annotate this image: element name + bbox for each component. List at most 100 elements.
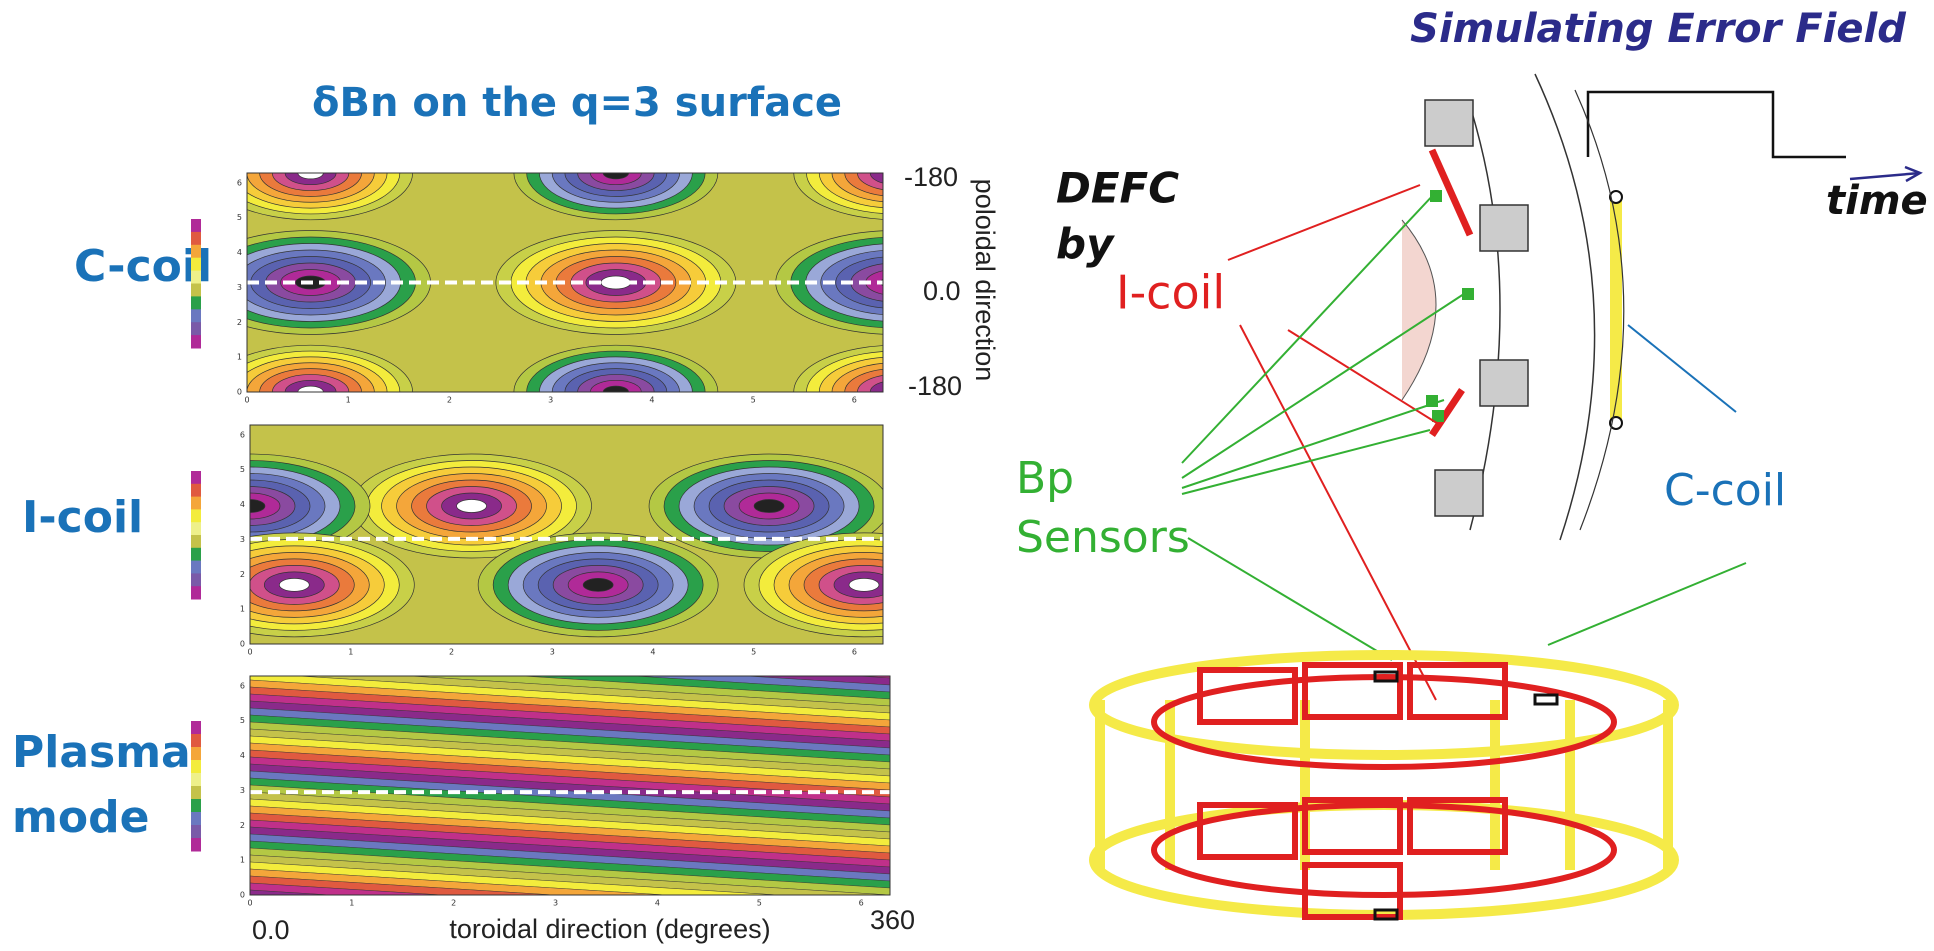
tick-label: 3 (237, 283, 242, 292)
axis-title: poloidal direction (970, 179, 1000, 382)
contour-band (250, 882, 446, 895)
contour-band (250, 791, 890, 840)
tick-label: 3 (240, 786, 245, 795)
tick-label: 6 (852, 396, 857, 405)
tick-label: 4 (237, 248, 242, 257)
contour-band (250, 833, 890, 882)
colorbar-segment (191, 257, 201, 272)
contour-band (250, 875, 558, 895)
tick-label: 4 (649, 396, 654, 405)
colorbar-segment (191, 335, 201, 349)
tick-label: 6 (852, 648, 857, 657)
pointer-line (1181, 429, 1431, 495)
i-coil (1407, 797, 1508, 855)
tick-label: 0 (247, 899, 252, 908)
axis-title: toroidal direction (degrees) (449, 914, 770, 944)
tick-label: 6 (859, 899, 864, 908)
colorbar-segment (191, 773, 201, 787)
tick-label: 5 (240, 465, 245, 474)
tick-label: 4 (650, 648, 655, 657)
pointer-line (1181, 289, 1471, 479)
colorbar-segment (191, 721, 201, 735)
tick-label: 4 (240, 500, 245, 509)
tick-label: 5 (757, 899, 762, 908)
vessel (1469, 105, 1501, 531)
colorbar-segment (191, 573, 201, 587)
colorbar-segment (191, 322, 201, 336)
bp-label: Bp (1016, 453, 1074, 504)
colorbar-segment (191, 231, 201, 246)
contour-plot (250, 425, 883, 644)
contour (297, 173, 324, 180)
contour-band (250, 693, 890, 742)
axis-label: 0.0 (923, 276, 961, 306)
contour (582, 578, 614, 592)
plot-frame (249, 675, 891, 896)
colorbar-segment (191, 734, 201, 748)
colorbar-segment (191, 270, 201, 284)
sensors-label: Sensors (1016, 512, 1190, 563)
tick-label: 3 (553, 899, 558, 908)
contour (848, 578, 880, 592)
port (1424, 99, 1474, 147)
contour-plot (250, 676, 890, 895)
colorbar-segment (191, 786, 201, 800)
contour-band (250, 770, 890, 819)
tick-label: 5 (237, 213, 242, 222)
colorbar-segment (191, 747, 201, 761)
tick-label: 5 (751, 648, 756, 657)
i-coil (1302, 662, 1403, 720)
plot-title: δBn on the q=3 surface (312, 80, 842, 126)
sensor (1432, 410, 1444, 422)
colorbar-segment (191, 825, 201, 839)
contour-band (250, 889, 334, 895)
panel-label: C-coil (74, 241, 212, 292)
arrow-head (1904, 165, 1923, 183)
contour-band (250, 854, 890, 895)
tick-label: 1 (349, 899, 354, 908)
port (1434, 469, 1484, 517)
tick-label: 6 (240, 430, 245, 439)
by-label: by (1056, 220, 1115, 269)
tick-label: 0 (240, 640, 245, 649)
axis-label: 0.0 (252, 915, 290, 945)
plot-frame (249, 424, 884, 645)
contour-band (250, 861, 782, 895)
tick-label: 2 (447, 396, 452, 405)
colorbar-segment (191, 522, 201, 536)
contour-band (250, 805, 890, 854)
tick-label: 2 (240, 821, 245, 830)
contour-band (250, 749, 890, 798)
sensor (1430, 190, 1442, 202)
colorbar-segment (191, 309, 201, 323)
contour-band (250, 777, 890, 826)
contour-band (250, 826, 890, 875)
i-coil (1407, 662, 1508, 720)
contour-band (250, 676, 890, 721)
pointer-line (1547, 562, 1747, 646)
pointer-line (1181, 191, 1437, 464)
time-arrow (1849, 171, 1921, 181)
i-coil (1302, 797, 1403, 855)
contour (753, 499, 785, 513)
tick-label: 3 (548, 396, 553, 405)
colorbar-segment (191, 799, 201, 813)
contour-band (250, 714, 890, 763)
tick-label: 2 (240, 570, 245, 579)
axis-label: 360 (870, 905, 915, 935)
tick-label: 1 (346, 396, 351, 405)
colorbar-segment (191, 244, 201, 259)
current-in (1609, 190, 1623, 204)
colorbar-segment (191, 760, 201, 774)
contour-band (250, 847, 890, 895)
tick-label: 2 (237, 318, 242, 327)
contour-band (250, 679, 890, 728)
sensor (1462, 288, 1474, 300)
tick-label: 0 (240, 891, 245, 900)
contour (602, 173, 629, 180)
plasma-edge (1401, 219, 1437, 401)
tick-label: 3 (550, 648, 555, 657)
vessel (1534, 73, 1596, 541)
contour-band (250, 763, 890, 812)
